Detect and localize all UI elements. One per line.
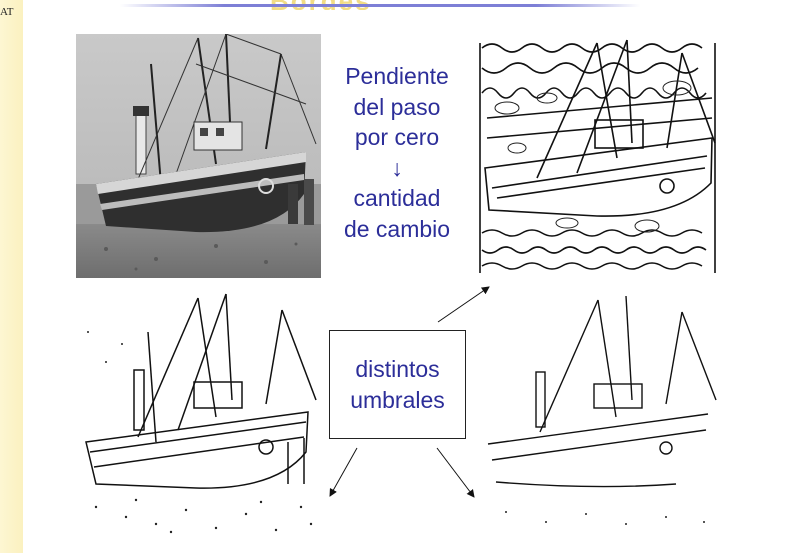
threshold-box: distintos umbrales: [329, 330, 466, 439]
caption-line-4: cantidad: [353, 185, 441, 211]
threshold-line-2: umbrales: [350, 386, 445, 413]
corner-label: AT: [0, 6, 14, 18]
caption-line-5: de cambio: [343, 215, 451, 242]
caption-line-2: del paso: [353, 93, 441, 120]
left-margin-strip: AT: [0, 0, 23, 553]
title-rule: [120, 4, 640, 7]
caption-line-1: Pendiente: [345, 63, 449, 89]
zero-crossing-caption: Pendiente del paso por cero ↓ cantidad d…: [333, 61, 461, 244]
title-band: Bordes: [120, 0, 640, 10]
zero-crossing-edges: [477, 38, 718, 278]
caption-line-3: por cero: [354, 124, 440, 150]
arrow-to-high-threshold: [436, 447, 475, 498]
threshold-edges-low: [76, 292, 319, 538]
down-arrow-icon: ↓: [391, 154, 403, 181]
arrow-to-low-threshold: [329, 447, 358, 497]
threshold-line-1: distintos: [355, 355, 440, 382]
threshold-edges-high: [476, 292, 719, 532]
arrow-to-zero-crossing: [437, 286, 490, 323]
original-boat-photo: [76, 34, 321, 278]
